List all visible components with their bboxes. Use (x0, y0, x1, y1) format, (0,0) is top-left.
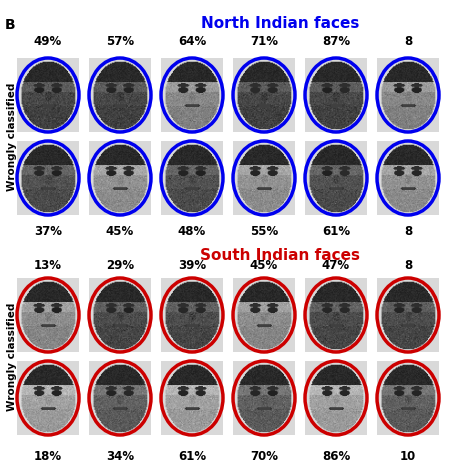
Text: 45%: 45% (250, 259, 278, 272)
Text: Wrongly classified: Wrongly classified (7, 302, 17, 410)
Text: 57%: 57% (106, 35, 134, 48)
Text: 61%: 61% (178, 450, 206, 463)
Text: 70%: 70% (250, 450, 278, 463)
Text: 47%: 47% (322, 259, 350, 272)
Text: 8: 8 (404, 35, 412, 48)
Text: 45%: 45% (106, 225, 134, 238)
Text: North Indian faces: North Indian faces (201, 16, 359, 31)
Text: 55%: 55% (250, 225, 278, 238)
Text: 34%: 34% (106, 450, 134, 463)
Text: 37%: 37% (34, 225, 62, 238)
Text: 86%: 86% (322, 450, 350, 463)
Text: B: B (5, 18, 16, 32)
Text: 61%: 61% (322, 225, 350, 238)
Text: 10: 10 (400, 450, 416, 463)
Text: Wrongly classified: Wrongly classified (7, 82, 17, 191)
Text: 49%: 49% (34, 35, 62, 48)
Text: 29%: 29% (106, 259, 134, 272)
Text: 48%: 48% (178, 225, 206, 238)
Text: 8: 8 (404, 225, 412, 238)
Text: 18%: 18% (34, 450, 62, 463)
Text: 39%: 39% (178, 259, 206, 272)
Text: South Indian faces: South Indian faces (200, 248, 360, 263)
Text: 13%: 13% (34, 259, 62, 272)
Text: 71%: 71% (250, 35, 278, 48)
Text: 64%: 64% (178, 35, 206, 48)
Text: 8: 8 (404, 259, 412, 272)
Text: 87%: 87% (322, 35, 350, 48)
